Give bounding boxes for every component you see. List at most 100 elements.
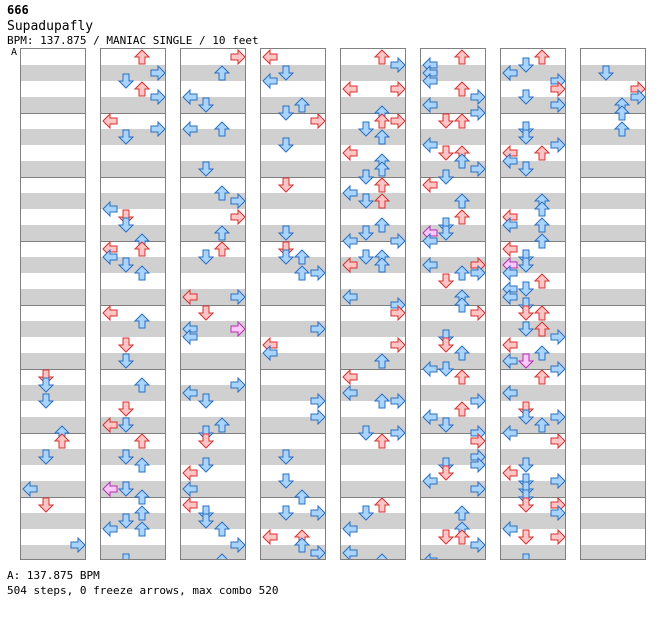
beat-stripe (181, 385, 245, 401)
arrow-up-icon (374, 161, 390, 177)
arrow-right-icon (550, 409, 565, 425)
arrow-left-icon (182, 465, 198, 481)
beat-stripe (261, 289, 325, 305)
chart-column (580, 48, 646, 560)
arrow-left-icon (502, 241, 518, 257)
beat-stripe (261, 545, 325, 559)
arrow-down-icon (118, 337, 134, 353)
arrow-up-icon (454, 49, 470, 65)
beat-stripe (101, 545, 165, 559)
measure-line (421, 497, 485, 498)
beat-stripe (261, 257, 325, 273)
beat-stripe (261, 129, 325, 145)
arrow-down-icon (438, 529, 454, 545)
beat-stripe (181, 225, 245, 241)
arrow-right-icon (390, 57, 405, 73)
arrow-down-icon (518, 409, 534, 425)
arrow-down-icon (438, 417, 454, 433)
arrow-left-icon (422, 257, 438, 273)
arrow-down-icon (518, 457, 534, 473)
measure-line (101, 241, 165, 242)
arrow-right-icon (470, 457, 485, 473)
arrow-down-icon (278, 137, 294, 153)
song-id: 666 (7, 3, 29, 17)
beat-stripe (421, 161, 485, 177)
measure-line (261, 305, 325, 306)
measure-line (261, 177, 325, 178)
beat-stripe (181, 129, 245, 145)
arrow-left-icon (342, 257, 358, 273)
beat-stripe (181, 481, 245, 497)
arrow-left-icon (342, 369, 358, 385)
measure-line (181, 305, 245, 306)
arrow-down-icon (278, 249, 294, 265)
arrow-right-icon (470, 305, 485, 321)
beat-stripe (21, 545, 85, 559)
measure-line (21, 433, 85, 434)
arrow-down-icon (38, 377, 54, 393)
beat-stripe (501, 97, 565, 113)
measure-line (341, 497, 405, 498)
arrow-up-icon (374, 193, 390, 209)
arrow-down-icon (358, 193, 374, 209)
arrow-down-icon (198, 393, 214, 409)
arrow-right-icon (230, 193, 245, 209)
arrow-up-icon (454, 81, 470, 97)
measure-line (421, 241, 485, 242)
arrow-down-icon (278, 449, 294, 465)
arrow-down-icon (438, 337, 454, 353)
footer-stats: 504 steps, 0 freeze arrows, max combo 52… (7, 584, 279, 597)
arrow-up-icon (454, 297, 470, 313)
arrow-down-icon (198, 433, 214, 449)
beat-stripe (581, 225, 645, 241)
arrow-down-icon (518, 305, 534, 321)
beat-stripe (421, 65, 485, 81)
measure-line (21, 177, 85, 178)
arrow-left-icon (262, 49, 278, 65)
arrow-left-icon (502, 385, 518, 401)
beat-stripe (421, 97, 485, 113)
arrow-down-icon (118, 417, 134, 433)
beat-stripe (101, 193, 165, 209)
beat-stripe (581, 321, 645, 337)
beat-stripe (581, 513, 645, 529)
arrow-down-icon (518, 89, 534, 105)
arrow-right-icon (470, 393, 485, 409)
beat-stripe (261, 353, 325, 369)
beat-stripe (21, 321, 85, 337)
beat-stripe (581, 353, 645, 369)
arrow-down-icon (438, 465, 454, 481)
beat-stripe (581, 257, 645, 273)
arrow-down-icon (518, 321, 534, 337)
beat-stripe (581, 129, 645, 145)
beat-stripe (21, 385, 85, 401)
measure-line (581, 369, 645, 370)
beat-stripe (181, 353, 245, 369)
beat-stripe (421, 449, 485, 465)
arrow-right-icon (470, 105, 485, 121)
arrow-right-icon (230, 321, 245, 337)
arrow-right-icon (390, 233, 405, 249)
arrow-up-icon (534, 321, 550, 337)
arrow-right-icon (550, 137, 565, 153)
arrow-up-icon (454, 193, 470, 209)
beat-stripe (101, 65, 165, 81)
measure-line (21, 113, 85, 114)
beat-stripe (261, 385, 325, 401)
arrow-down-icon (358, 225, 374, 241)
beat-stripe (341, 65, 405, 81)
beat-stripe (581, 289, 645, 305)
song-title: Supadupafly (7, 19, 94, 34)
arrow-left-icon (342, 385, 358, 401)
arrow-up-icon (454, 401, 470, 417)
arrow-up-icon (134, 377, 150, 393)
arrow-left-icon (502, 465, 518, 481)
measure-line (101, 305, 165, 306)
beat-stripe (421, 193, 485, 209)
arrow-down-icon (118, 449, 134, 465)
beat-stripe (261, 513, 325, 529)
arrow-down-icon (118, 353, 134, 369)
chart-column (180, 48, 246, 560)
arrow-down-icon (598, 65, 614, 81)
arrow-left-icon (262, 73, 278, 89)
